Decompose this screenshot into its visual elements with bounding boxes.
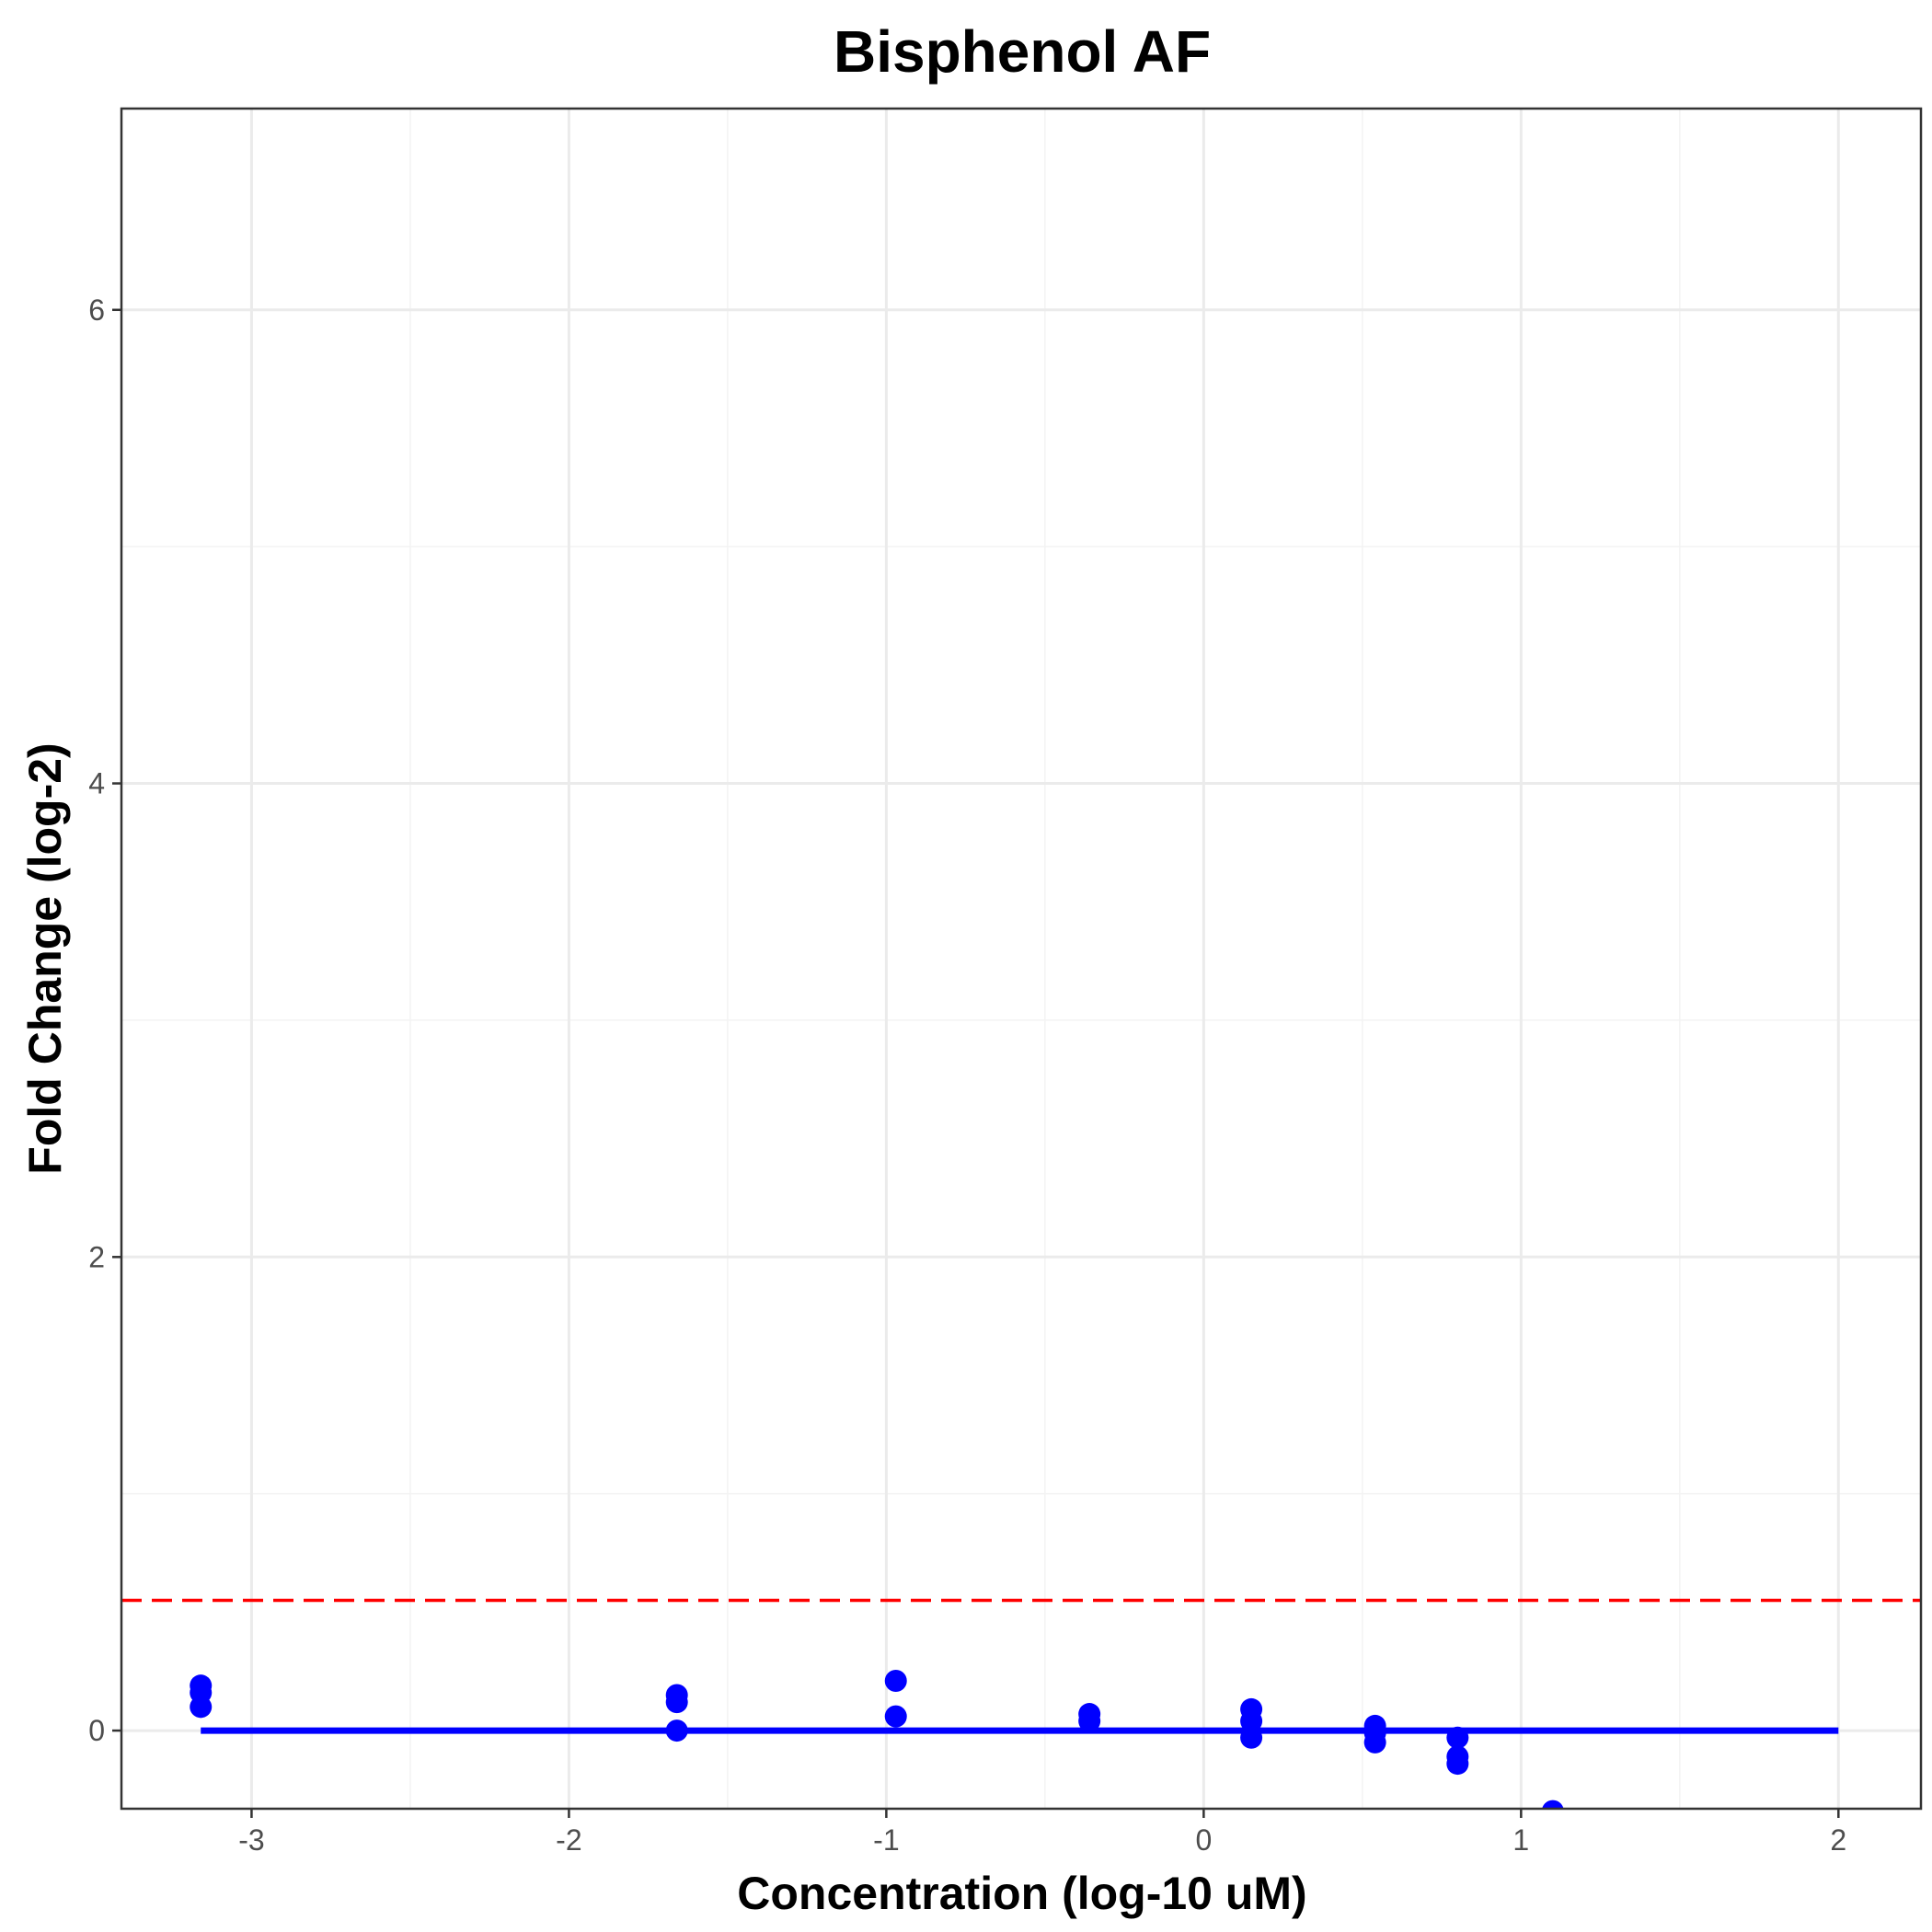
- plot-area: [120, 107, 1923, 1811]
- x-tick-label: 2: [1830, 1823, 1846, 1857]
- data-point: [884, 1705, 907, 1728]
- data-point: [1446, 1726, 1469, 1749]
- x-tick-label: 1: [1512, 1823, 1529, 1857]
- y-axis-label: Fold Change (log-2): [19, 742, 71, 1174]
- y-axis: 0 2 4 6: [88, 293, 121, 1747]
- chart-title: Bisphenol AF: [834, 18, 1211, 85]
- y-tick-label: 4: [88, 767, 105, 800]
- data-point: [665, 1691, 688, 1714]
- plot-background: [121, 109, 1921, 1809]
- y-tick-label: 6: [88, 293, 105, 327]
- grid: [121, 109, 1921, 1809]
- data-point: [884, 1670, 907, 1693]
- data-point: [1240, 1726, 1263, 1749]
- data-point: [1240, 1709, 1263, 1732]
- x-tick-label: -1: [873, 1823, 899, 1857]
- x-tick-label: -3: [238, 1823, 264, 1857]
- x-axis: -3 -2 -1 0 1 2: [238, 1809, 1846, 1857]
- plot-frame: [120, 107, 1923, 1811]
- data-point: [1363, 1731, 1386, 1754]
- x-tick-label: -2: [556, 1823, 581, 1857]
- y-tick-label: 0: [88, 1714, 105, 1747]
- data-point: [665, 1719, 688, 1742]
- x-tick-label: 0: [1195, 1823, 1212, 1857]
- x-axis-label: Concentration (log-10 uM): [737, 1868, 1306, 1919]
- data-point: [1542, 1800, 1564, 1809]
- y-tick-label: 2: [88, 1240, 105, 1273]
- plot-marks: [121, 1598, 1921, 1809]
- data-point: [1446, 1753, 1469, 1776]
- data-point: [190, 1696, 213, 1719]
- data-point: [1078, 1709, 1101, 1732]
